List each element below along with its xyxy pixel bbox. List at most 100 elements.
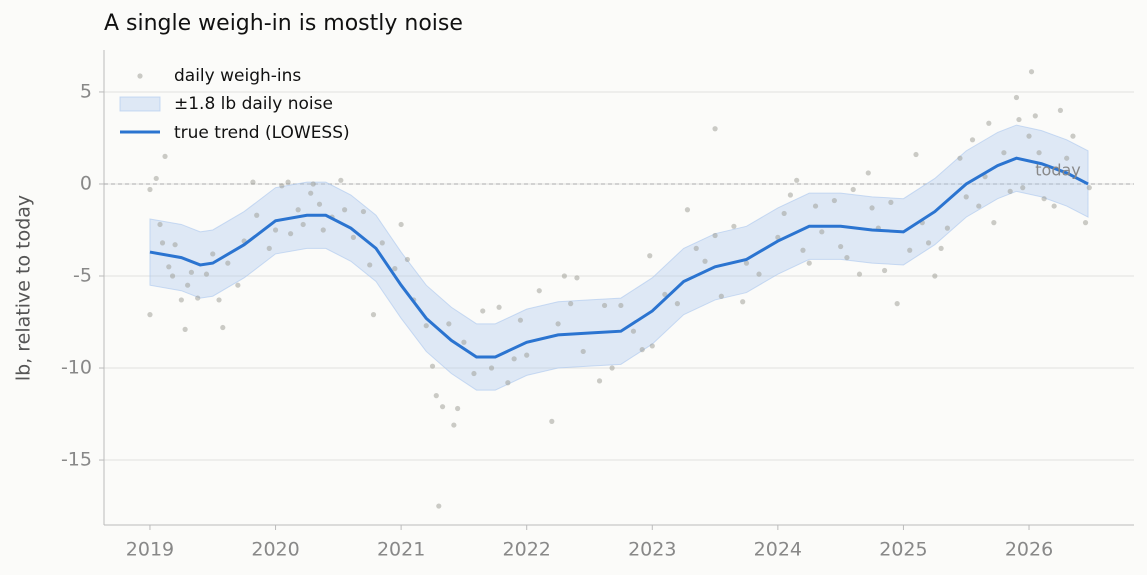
weigh-in-point [1020,185,1026,191]
weigh-in-point [647,253,653,259]
weigh-in-point [178,297,184,303]
weigh-in-point [254,212,260,218]
trend-line [149,156,1089,359]
weigh-in-point [561,273,567,279]
weigh-in-point [157,221,163,228]
weigh-in-point [957,155,963,161]
weigh-in-point [210,251,216,257]
weigh-in-point [169,273,176,279]
weigh-in-point [649,343,655,349]
weigh-in-point [266,245,272,251]
weigh-in-point [639,347,645,353]
weigh-in-point [203,271,210,277]
legend-marker [137,73,143,79]
weigh-in-point [618,302,624,309]
legend-label: ±1.8 lb daily noise [174,94,333,114]
weigh-in-point [511,356,517,362]
weigh-in-point [147,186,153,193]
weigh-in-point [718,293,724,299]
weigh-in-point [693,245,699,251]
legend-label: true trend (LOWESS) [174,123,350,143]
x-tick-label: 2023 [628,539,676,561]
weigh-in-point [1016,116,1022,123]
weigh-in-point [451,422,457,428]
weigh-in-point [731,223,737,229]
weigh-in-point [308,190,314,196]
weigh-in-point [455,405,461,412]
weigh-in-point [350,234,357,240]
weigh-in-point [800,247,806,253]
weigh-in-point [991,220,997,226]
weigh-in-point [166,264,172,270]
weigh-in-point [986,120,992,126]
weigh-in-point [856,271,863,277]
weigh-in-point [756,271,762,277]
x-tick-label: 2026 [1005,539,1053,561]
weigh-in-point [272,227,279,233]
weigh-in-point [838,243,844,250]
weigh-in-point [320,227,326,233]
weigh-in-point [580,348,586,355]
weigh-in-point [1041,196,1047,202]
weigh-in-point [162,153,168,159]
weigh-in-point [812,203,819,209]
y-tick-label: -10 [61,357,92,379]
weigh-in-point [338,177,344,183]
x-tick-label: 2019 [126,539,174,561]
weigh-in-point [609,365,615,371]
weigh-in-point [379,240,385,246]
annotation: today [1035,161,1081,180]
weigh-in-point [907,247,913,253]
y-tick-label: 0 [80,172,92,194]
weigh-in-point [662,291,668,298]
weigh-in-point [844,254,850,261]
weigh-in-point [342,207,348,213]
noise-band [149,124,1089,391]
weigh-in-point [674,301,680,307]
weigh-in-point [423,323,429,329]
weigh-in-point [938,245,944,251]
weigh-in-point [740,299,746,305]
weigh-in-point [429,363,436,369]
weigh-in-point [1032,113,1038,119]
weigh-in-point [850,186,856,193]
weigh-in-point [806,260,812,266]
weigh-in-point [360,208,367,215]
weigh-in-point [310,181,316,187]
weigh-in-point [881,267,888,274]
weigh-in-point [684,207,691,213]
weigh-in-point [549,418,555,424]
weigh-in-point [295,207,301,213]
chart-title: A single weigh-in is mostly noise [104,11,463,36]
weigh-in-point [216,297,222,303]
weigh-in-point [831,197,837,204]
weigh-in-point [220,324,226,331]
weigh-in-point [285,179,291,185]
weigh-in-point [925,240,932,246]
weigh-in-point [1057,107,1064,113]
weigh-in-point [1051,203,1057,209]
y-tick-label: 5 [80,80,92,102]
weigh-in-point [436,503,442,509]
weigh-in-point [932,273,938,279]
weigh-in-point [182,326,188,332]
weigh-in-point [1036,150,1042,156]
weigh-in-point [461,339,467,345]
weigh-in-point [188,269,195,275]
weigh-in-point [963,194,969,200]
weigh-in-point [794,177,800,183]
weigh-in-point [488,365,495,371]
weigh-in-point [913,151,919,158]
x-tick-label: 2021 [377,539,425,561]
weigh-in-point [398,221,404,228]
weigh-in-point [446,321,452,327]
weigh-in-point [743,260,750,266]
weigh-in-point [433,393,439,399]
weigh-in-point [404,256,410,263]
weigh-in-point [392,266,398,272]
weigh-in-point [568,301,574,307]
weigh-in-point [367,262,373,268]
weigh-in-point [712,232,718,239]
